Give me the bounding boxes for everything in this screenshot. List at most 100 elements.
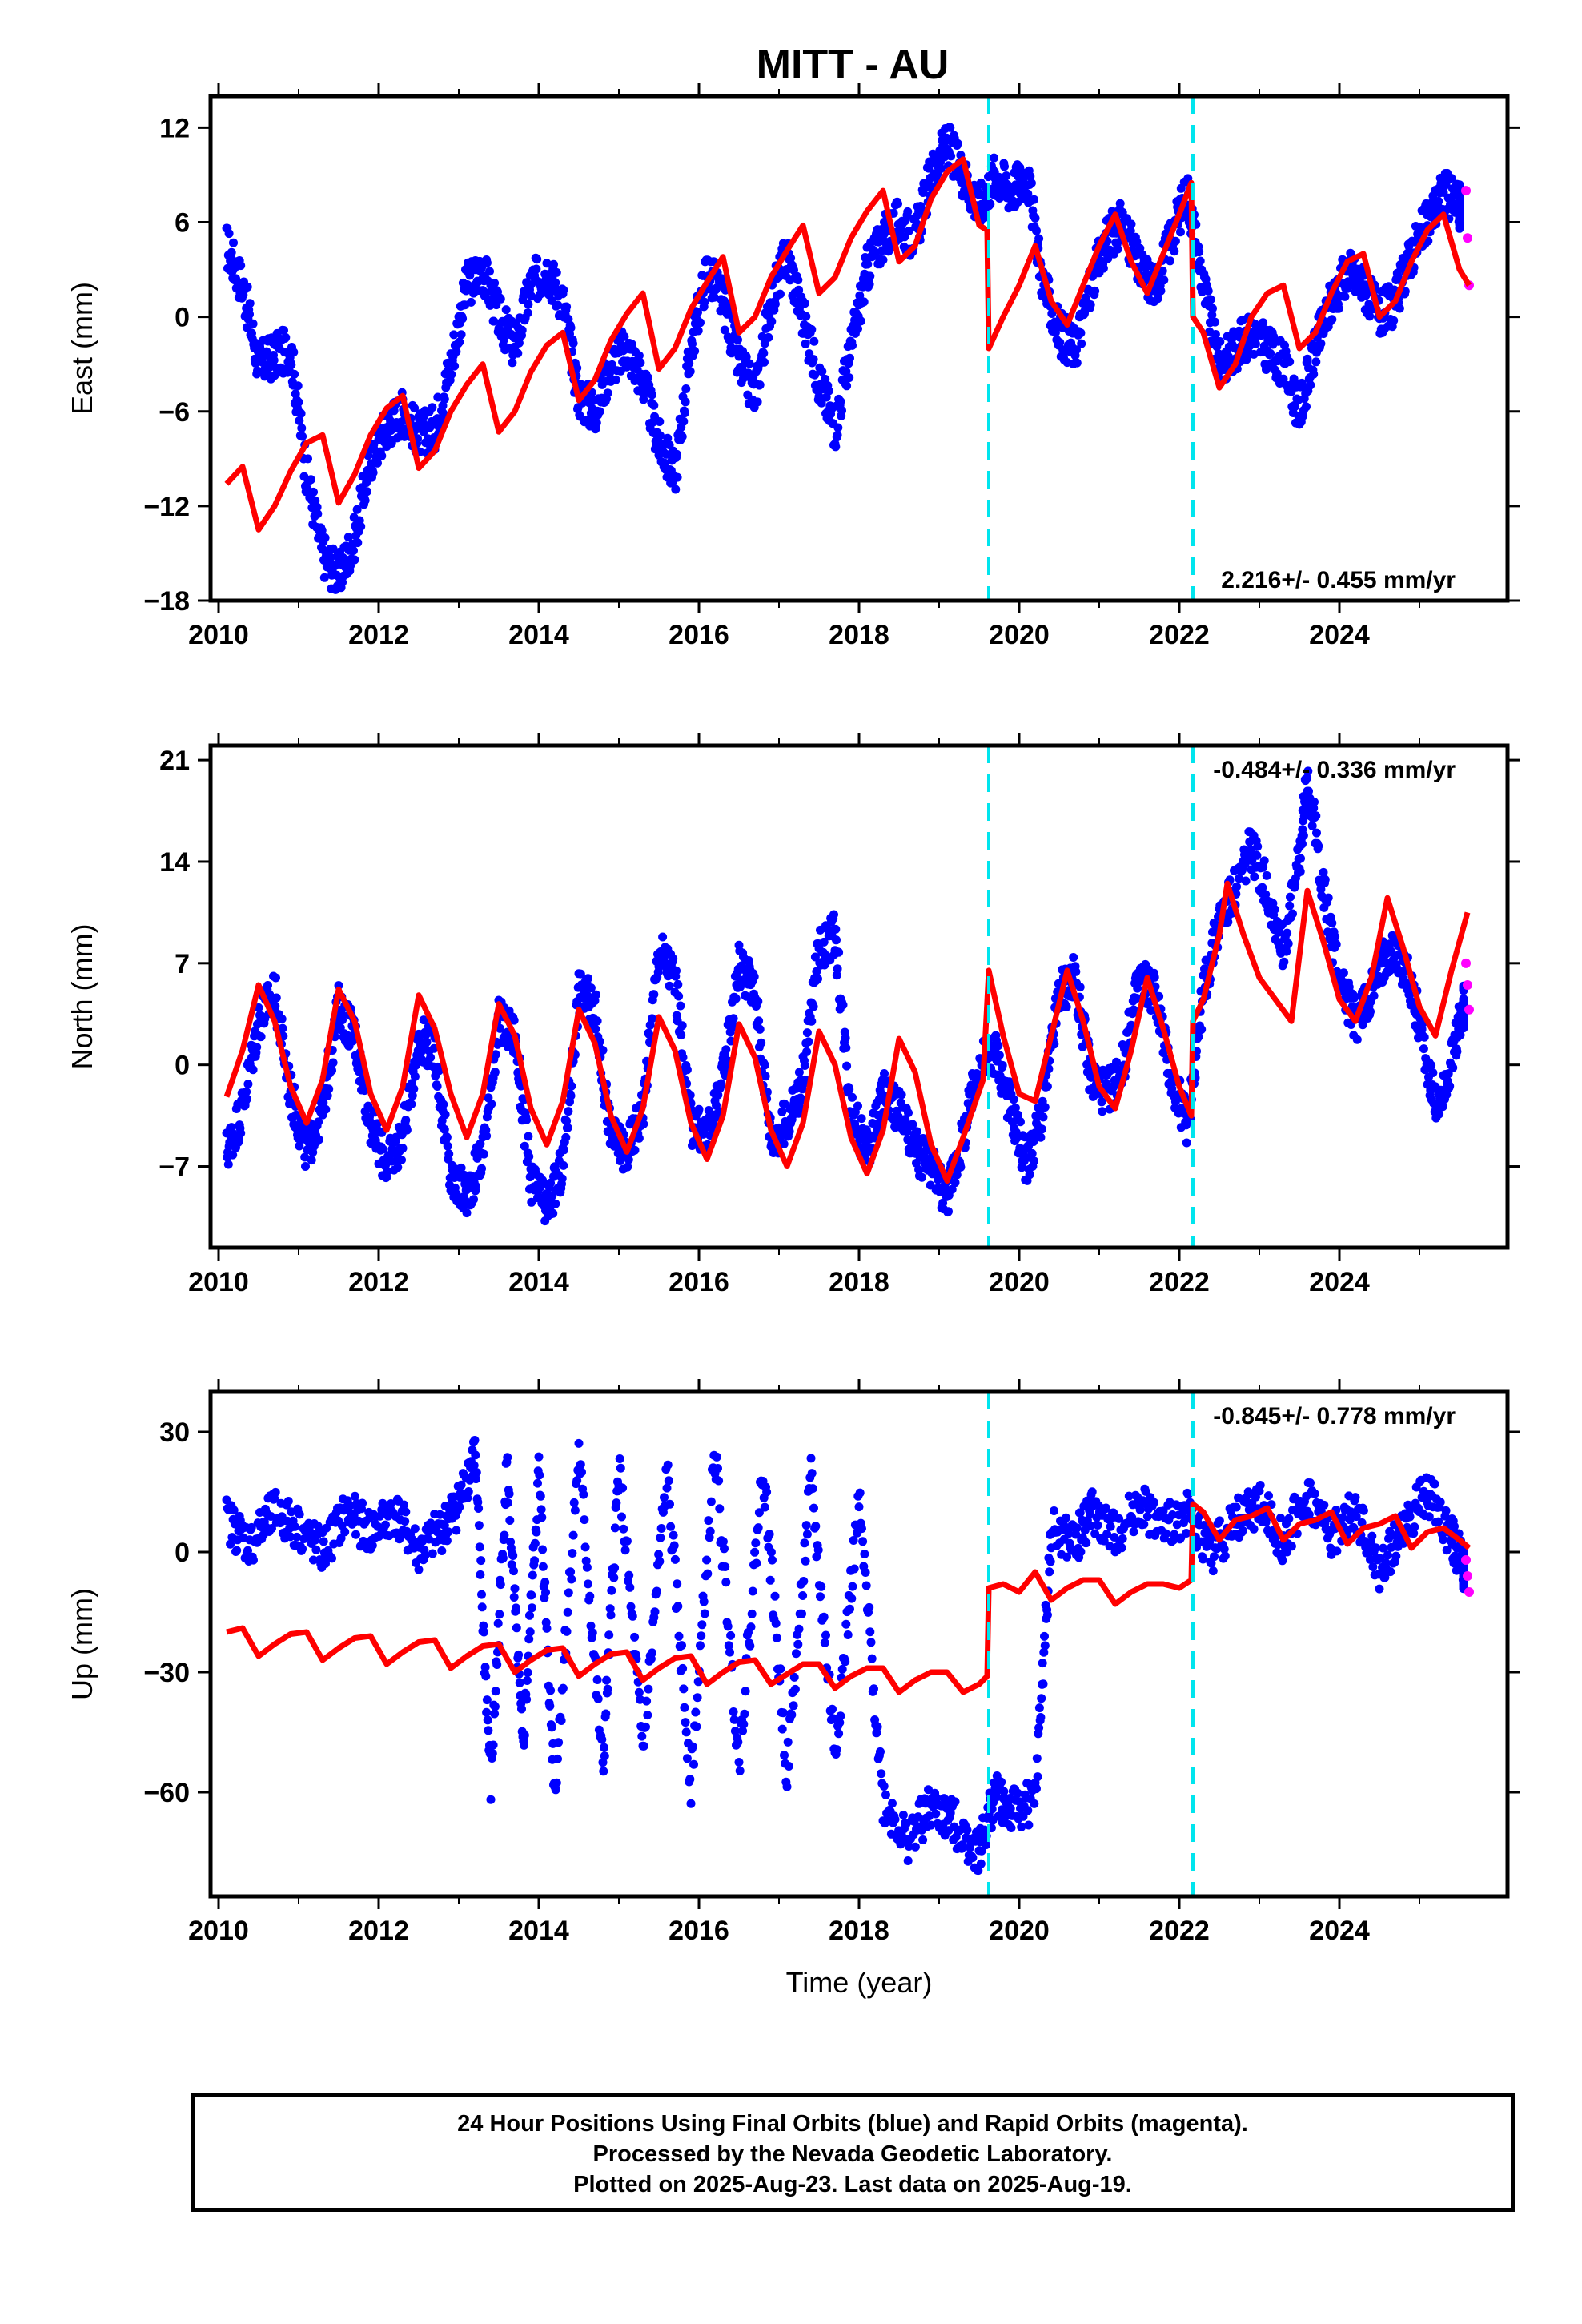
final-orbit-point xyxy=(503,1453,512,1462)
final-orbit-point xyxy=(853,1101,862,1111)
final-orbit-point xyxy=(784,1762,793,1771)
final-orbit-point xyxy=(1097,1097,1106,1107)
final-orbit-point xyxy=(303,454,312,464)
final-orbit-point xyxy=(462,1208,472,1218)
final-orbit-point xyxy=(510,1584,520,1594)
final-orbit-point xyxy=(630,1632,640,1642)
x-tick-label: 2016 xyxy=(669,1267,729,1297)
final-orbit-point xyxy=(767,316,777,326)
final-orbit-point xyxy=(538,1545,548,1554)
final-orbit-point xyxy=(1249,349,1259,359)
final-orbit-point xyxy=(776,289,785,299)
final-orbit-point xyxy=(350,1491,359,1501)
final-orbit-point xyxy=(514,338,524,348)
final-orbit-point xyxy=(702,1555,712,1565)
final-orbit-point xyxy=(705,1526,715,1536)
final-orbit-point xyxy=(755,380,765,390)
final-orbit-point xyxy=(917,1172,926,1182)
plot-frame xyxy=(208,94,1510,603)
final-orbit-point xyxy=(291,1110,301,1120)
final-orbit-point xyxy=(700,297,709,307)
final-orbit-point xyxy=(343,1031,352,1040)
final-orbit-point xyxy=(472,1474,480,1484)
final-orbit-point xyxy=(534,1452,544,1462)
final-orbit-point xyxy=(757,1038,766,1047)
final-orbit-point xyxy=(902,1127,912,1136)
final-orbit-point xyxy=(482,1707,492,1717)
final-orbit-point xyxy=(576,1460,585,1470)
final-orbit-point xyxy=(426,1053,436,1063)
final-orbit-point xyxy=(1312,828,1321,838)
final-orbit-point xyxy=(410,1072,420,1081)
final-orbit-point xyxy=(517,325,527,335)
final-orbit-point xyxy=(541,1588,550,1597)
final-orbit-point xyxy=(558,1683,568,1693)
final-orbit-point xyxy=(1235,874,1244,883)
final-orbit-point xyxy=(681,384,691,393)
final-orbit-point xyxy=(1339,968,1348,978)
final-orbit-point xyxy=(793,275,803,285)
final-orbit-point xyxy=(464,1487,473,1496)
final-orbit-point xyxy=(648,1014,656,1023)
final-orbit-point xyxy=(496,294,505,304)
final-orbit-point xyxy=(409,1084,419,1094)
final-orbit-point xyxy=(343,533,353,542)
final-orbit-point xyxy=(517,1704,526,1714)
final-orbit-point xyxy=(1434,196,1443,206)
final-orbit-point xyxy=(709,292,719,302)
final-orbit-point xyxy=(1427,1060,1436,1070)
final-orbit-point xyxy=(793,1639,803,1649)
final-orbit-point xyxy=(897,1090,906,1100)
rapid-orbit-point xyxy=(1461,958,1471,968)
final-orbit-point xyxy=(397,1155,406,1164)
x-tick-label: 2014 xyxy=(508,620,569,650)
final-orbit-point xyxy=(656,431,665,440)
final-orbit-point xyxy=(642,1696,652,1706)
final-orbit-point xyxy=(1259,856,1269,866)
final-orbit-point xyxy=(648,1648,656,1658)
final-orbit-point xyxy=(799,1577,809,1586)
final-orbit-point xyxy=(618,1483,628,1493)
final-orbit-point xyxy=(729,1014,738,1023)
final-orbit-point xyxy=(801,1521,811,1530)
final-orbit-point xyxy=(671,485,681,494)
final-orbit-point xyxy=(472,1468,481,1478)
final-orbit-point xyxy=(393,1163,403,1172)
final-orbit-point xyxy=(1285,357,1295,367)
final-orbit-point xyxy=(697,1620,707,1630)
y-tick-label: 7 xyxy=(175,949,190,979)
final-orbit-point xyxy=(655,1557,665,1566)
final-orbit-point xyxy=(610,1523,620,1533)
final-orbit-point xyxy=(576,969,585,979)
final-orbit-point xyxy=(229,1506,239,1515)
final-orbit-point xyxy=(1395,304,1404,313)
final-orbit-point xyxy=(330,561,339,570)
final-orbit-point xyxy=(1153,294,1162,304)
final-orbit-point xyxy=(713,1464,722,1473)
final-orbit-point xyxy=(802,1530,812,1539)
final-orbit-point xyxy=(449,330,459,340)
final-orbit-point xyxy=(821,1630,830,1640)
final-orbit-point xyxy=(658,932,668,942)
final-orbit-point xyxy=(595,407,604,416)
final-orbit-point xyxy=(841,1033,850,1043)
final-orbit-point xyxy=(488,1740,498,1750)
final-orbit-point xyxy=(800,1538,809,1548)
final-orbit-point xyxy=(749,972,759,982)
final-orbit-point xyxy=(755,1024,765,1034)
final-orbit-point xyxy=(650,1607,660,1617)
final-orbit-point xyxy=(679,416,689,426)
final-orbit-point xyxy=(686,1799,696,1808)
final-orbit-point xyxy=(802,1028,812,1038)
final-orbit-point xyxy=(1014,1110,1022,1120)
final-orbit-point xyxy=(759,348,769,358)
final-orbit-point xyxy=(289,348,299,357)
final-orbit-point xyxy=(730,1727,740,1735)
final-orbit-point xyxy=(990,153,998,163)
final-orbit-point xyxy=(615,1454,624,1463)
final-orbit-point xyxy=(661,449,671,459)
final-orbit-point xyxy=(584,974,592,983)
final-orbit-point xyxy=(252,1043,262,1052)
final-orbit-point xyxy=(751,1538,761,1548)
final-orbit-point xyxy=(1352,1035,1362,1044)
